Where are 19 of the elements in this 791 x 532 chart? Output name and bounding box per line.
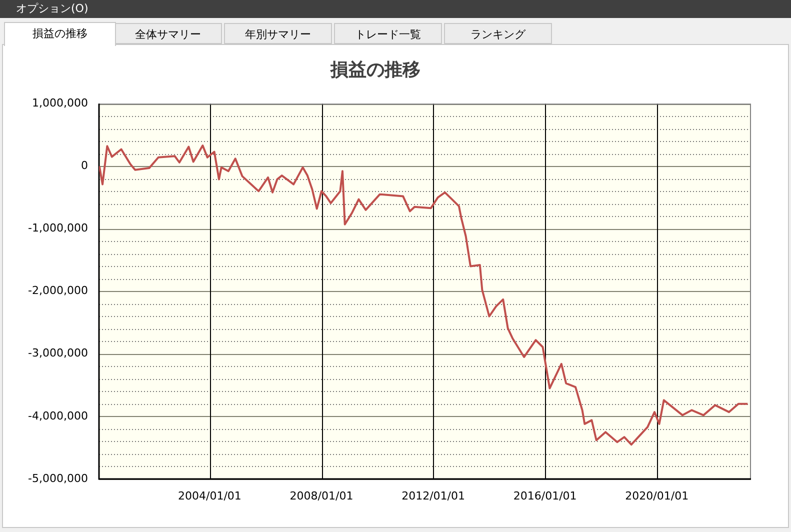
y-tick-label: -1,000,000 (28, 222, 88, 235)
y-tick-label: 1,000,000 (32, 96, 88, 110)
y-tick-label: -4,000,000 (28, 409, 88, 422)
y-tick-label: -3,000,000 (28, 346, 88, 360)
chart-title: 損益の推移 (330, 59, 420, 80)
text: トレード一覧 (334, 23, 442, 44)
x-tick-label: 2008/01/01 (290, 489, 354, 502)
y-tick-label: -5,000,000 (28, 472, 88, 485)
y-tick-label: -2,000,000 (28, 284, 88, 298)
text: ランキング (444, 23, 552, 44)
text: 全体サマリー (114, 23, 222, 44)
text: 損益の推移 (4, 22, 116, 46)
y-tick-label: 0 (81, 159, 88, 172)
x-tick-label: 2020/01/01 (625, 489, 689, 502)
x-tick-label: 2016/01/01 (513, 489, 577, 502)
text: オプション(O) (0, 0, 791, 18)
text: 年別サマリー (224, 23, 332, 44)
x-tick-label: 2004/01/01 (178, 489, 242, 502)
x-tick-label: 2012/01/01 (402, 489, 466, 502)
